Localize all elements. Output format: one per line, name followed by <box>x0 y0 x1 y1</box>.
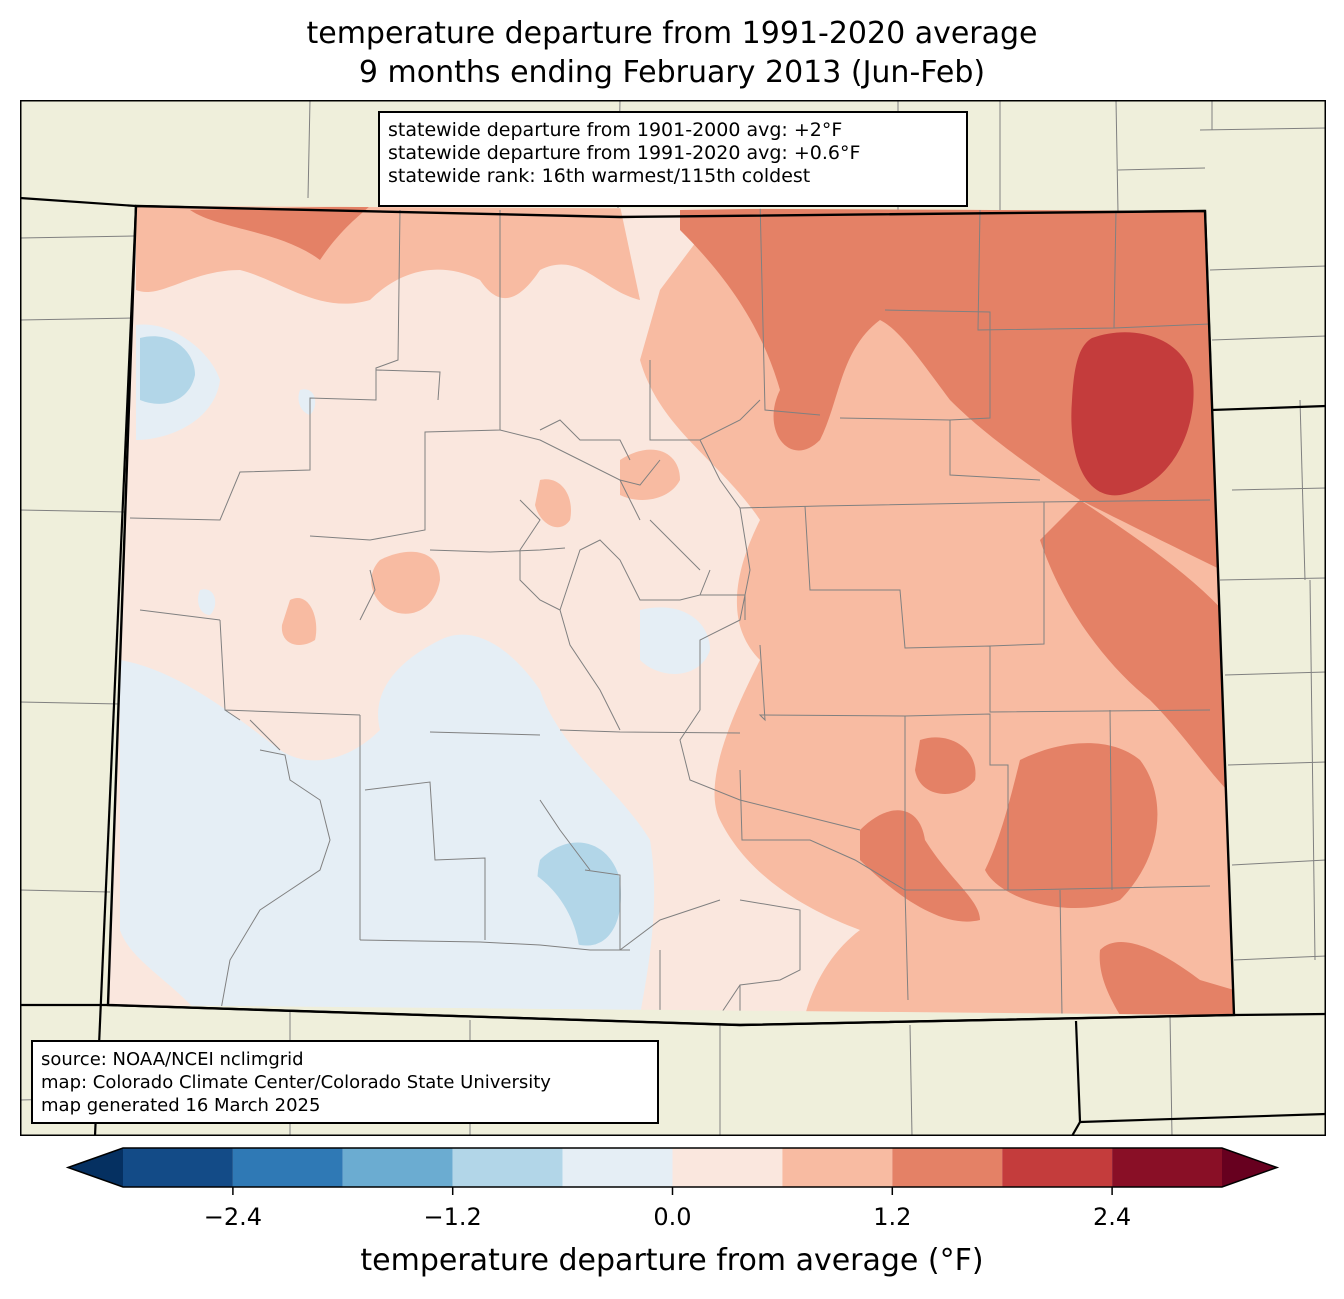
colorbar-tick-label: −1.2 <box>423 1203 482 1231</box>
colorbar-over-arrow <box>1222 1148 1277 1187</box>
generated-date-line: map generated 16 March 2025 <box>41 1095 321 1116</box>
colorbar-under-arrow <box>68 1148 123 1187</box>
colorbar-tick-label: −2.4 <box>203 1203 263 1231</box>
colorbar-bin-1 <box>232 1148 343 1187</box>
stats-line-rank: statewide rank: 16th warmest/115th colde… <box>388 165 811 187</box>
map-frame <box>20 100 1326 1136</box>
colorbar-bin-0 <box>123 1148 233 1187</box>
colorbar-bin-2 <box>342 1148 453 1187</box>
colorbar <box>65 1147 1280 1195</box>
colorbar-tick-label: 1.2 <box>873 1203 912 1231</box>
stats-line-1900-avg: statewide departure from 1901-2000 avg: … <box>388 119 843 141</box>
colorbar-label: temperature departure from average (°F) <box>360 1243 984 1278</box>
colorado-border <box>106 204 1236 1027</box>
colorbar-bin-3 <box>452 1148 563 1187</box>
colorbar-bin-9 <box>1112 1148 1222 1187</box>
statewide-stats-box: statewide departure from 1901-2000 avg: … <box>378 111 968 207</box>
stats-line-1991-avg: statewide departure from 1991-2020 avg: … <box>388 142 861 164</box>
map-credit-line: map: Colorado Climate Center/Colorado St… <box>41 1072 551 1093</box>
source-credits-box: source: NOAA/NCEI nclimgrid map: Colorad… <box>31 1040 659 1124</box>
colorbar-tick-label: 0.0 <box>653 1203 692 1231</box>
map-title-line-2: 9 months ending February 2013 (Jun-Feb) <box>358 55 986 90</box>
colorbar-bin-6 <box>782 1148 893 1187</box>
colorbar-outline <box>65 1147 1280 1188</box>
map-title-line-1: temperature departure from 1991-2020 ave… <box>306 16 1038 51</box>
colorado-temperature-field <box>108 206 1234 1015</box>
colorbar-bin-8 <box>1002 1148 1113 1187</box>
colorbar-bin-4 <box>562 1148 673 1187</box>
colorbar-bin-5 <box>672 1148 783 1187</box>
colorbar-bin-7 <box>892 1148 1003 1187</box>
source-line: source: NOAA/NCEI nclimgrid <box>41 1049 304 1070</box>
colorbar-tick-label: 2.4 <box>1093 1203 1132 1231</box>
temperature-departure-map <box>20 100 1326 1136</box>
